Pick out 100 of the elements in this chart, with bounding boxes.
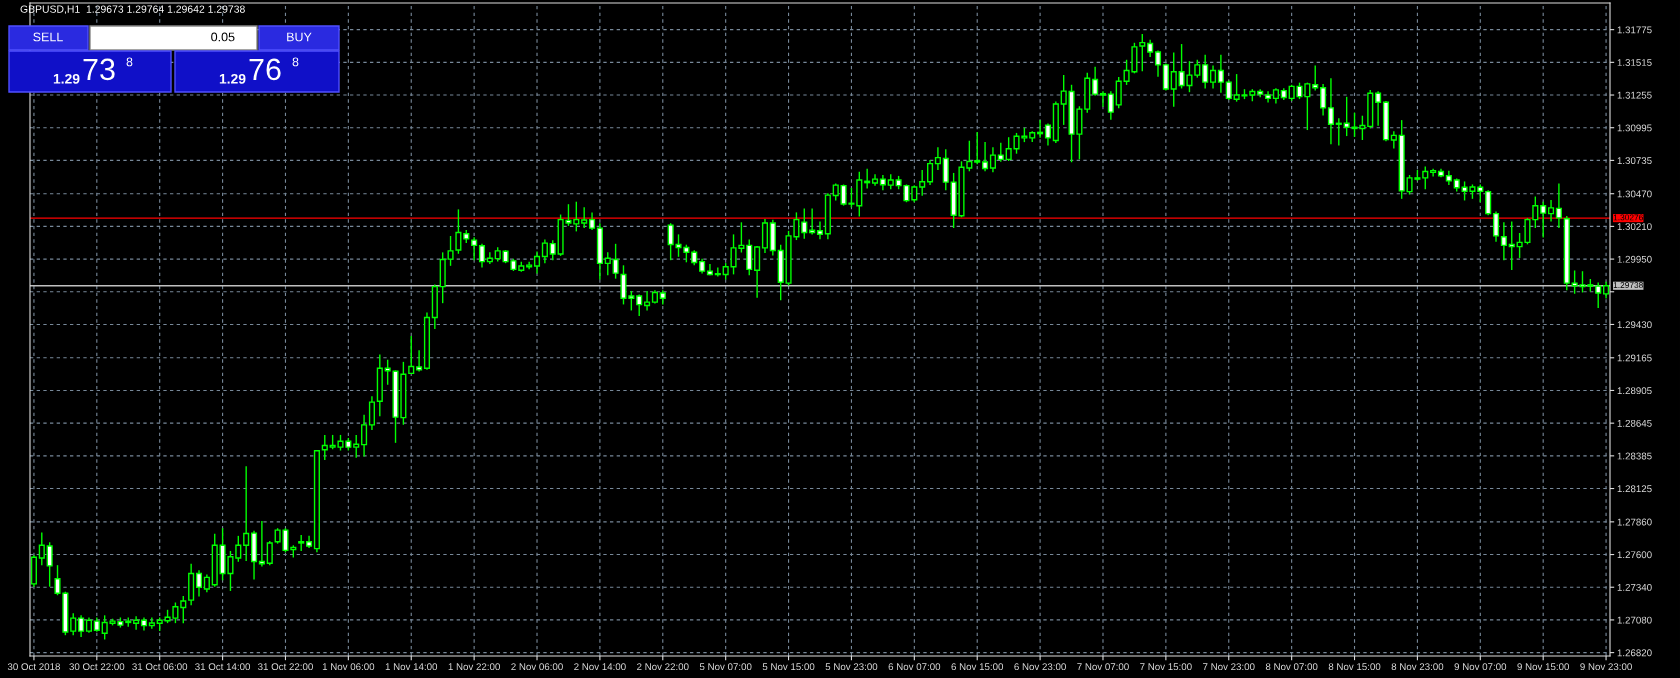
x-tick-label: 9 Nov 15:00: [1517, 663, 1570, 671]
x-tick-label: 31 Oct 22:00: [258, 663, 313, 671]
x-tick-label: 2 Nov 14:00: [574, 663, 626, 671]
candlestick: [1547, 199, 1555, 222]
candlestick: [1500, 222, 1507, 261]
candlestick: [942, 149, 949, 191]
annotation: 1.29: [219, 73, 246, 84]
y-tick-label: 1.31775: [1617, 26, 1652, 34]
annotation: 8: [292, 57, 299, 67]
candlestick: [1139, 34, 1146, 72]
candlestick: [754, 245, 761, 298]
y-tick-label: 1.28645: [1617, 419, 1652, 427]
candlestick: [801, 208, 808, 239]
candlestick: [70, 613, 77, 636]
y-tick-label: 1.27600: [1617, 551, 1652, 559]
candlestick: [1327, 78, 1334, 145]
candlestick: [38, 532, 45, 566]
annotation: BUY: [287, 32, 312, 42]
candlestick: [195, 570, 203, 597]
candlestick: [258, 520, 265, 567]
candlestick: [1115, 77, 1122, 109]
chart-title: GBPUSD,H1 1.29673 1.29764 1.29642 1.29738: [20, 5, 245, 15]
candlestick: [1217, 54, 1224, 93]
x-tick-label: 1 Nov 14:00: [385, 663, 438, 671]
y-tick-label: 1.27080: [1617, 616, 1652, 624]
candlestick: [934, 147, 941, 171]
candlestick: [982, 141, 989, 172]
candlestick: [1099, 91, 1107, 107]
x-tick-label: 31 Oct 06:00: [132, 663, 188, 671]
candlestick: [1390, 131, 1397, 149]
candlestick: [1265, 91, 1272, 103]
candlestick: [1312, 65, 1319, 91]
candlestick: [1508, 221, 1515, 271]
annotation: 76: [249, 58, 281, 81]
candlestick: [1422, 166, 1429, 190]
candlestick: [266, 541, 273, 566]
x-tick-label: 5 Nov 15:00: [762, 663, 815, 671]
candlestick: [636, 294, 643, 316]
candlestick: [533, 251, 541, 274]
x-tick-label: 7 Nov 23:00: [1203, 663, 1255, 671]
x-tick-label: 8 Nov 07:00: [1265, 663, 1318, 671]
x-tick-label: 5 Nov 07:00: [699, 663, 752, 671]
x-tick-label: 7 Nov 07:00: [1077, 663, 1129, 671]
candlestick: [416, 350, 423, 372]
y-tick-label: 1.29165: [1617, 354, 1652, 362]
annotation: 8: [126, 57, 133, 67]
candlestick: [816, 221, 824, 240]
candlestick: [549, 240, 556, 261]
candlestick: [78, 615, 85, 637]
candlestick: [1335, 118, 1342, 146]
candlestick: [180, 595, 187, 624]
x-tick-label: 9 Nov 07:00: [1454, 663, 1507, 671]
y-tick-label: 1.30995: [1617, 124, 1652, 132]
candlestick: [1092, 66, 1099, 96]
x-tick-label: 31 Oct 14:00: [195, 663, 251, 671]
candlestick: [1044, 123, 1052, 146]
y-tick-label: 1.28385: [1617, 452, 1652, 460]
y-tick-label: 1.30210: [1617, 223, 1652, 231]
candlestick: [408, 336, 415, 375]
candlestick: [361, 414, 368, 457]
y-tick-label: 1.28905: [1617, 387, 1652, 395]
candlestick: [140, 617, 148, 631]
candlestick: [368, 396, 375, 430]
candlestick: [1375, 91, 1382, 126]
candlestick: [1209, 65, 1217, 89]
candlestick: [133, 616, 140, 630]
candlestick: [1555, 183, 1562, 228]
annotation: 73: [83, 58, 115, 81]
candlestick: [989, 147, 996, 173]
candlestick: [1320, 84, 1327, 116]
x-tick-label: 6 Nov 15:00: [951, 663, 1004, 671]
y-tick-label: 1.30735: [1617, 157, 1652, 165]
candlestick: [581, 207, 588, 228]
candlestick: [471, 237, 478, 261]
ref-line-label: 1.29738: [1613, 282, 1643, 288]
y-tick-label: 1.26820: [1617, 649, 1652, 657]
y-tick-label: 1.27860: [1617, 518, 1652, 526]
y-tick-label: 1.31255: [1617, 91, 1652, 99]
candlestick: [46, 542, 53, 587]
candlestick: [809, 208, 816, 235]
candlestick: [1170, 52, 1177, 107]
x-tick-label: 1 Nov 06:00: [322, 663, 375, 671]
candlestick: [612, 243, 619, 279]
candlestick: [478, 243, 486, 268]
x-tick-label: 1 Nov 22:00: [448, 663, 500, 671]
x-tick-label: 8 Nov 15:00: [1328, 663, 1381, 671]
x-tick-label: 30 Oct 2018: [7, 663, 60, 671]
candlestick: [353, 434, 360, 458]
candlestick: [298, 534, 305, 552]
candlestick: [1107, 91, 1114, 120]
candlestick: [1595, 282, 1602, 308]
y-tick-label: 1.30470: [1617, 190, 1652, 198]
x-tick-label: 30 Oct 22:00: [69, 663, 125, 671]
candlestick: [526, 261, 533, 270]
candlestick: [974, 132, 981, 165]
candlestick: [321, 434, 328, 460]
x-tick-label: 2 Nov 22:00: [637, 663, 689, 671]
x-tick-label: 6 Nov 23:00: [1014, 663, 1066, 671]
candlestick: [644, 291, 651, 311]
x-tick-label: 2 Nov 06:00: [511, 663, 563, 671]
